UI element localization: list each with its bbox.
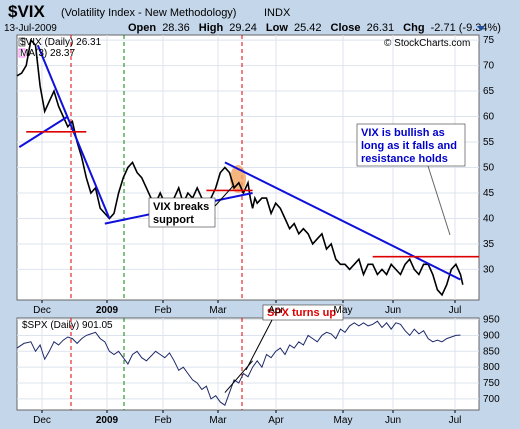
y-main-tick-label: 30 xyxy=(483,264,495,275)
x-lower-tick-label: Jun xyxy=(385,415,401,426)
annotation-vix-bullish: VIX is bullish as long as it falls and r… xyxy=(356,123,466,236)
exchange-label: INDX xyxy=(264,7,291,19)
y-lower-tick-label: 700 xyxy=(483,394,500,405)
legend-vix: $VIX (Daily) 26.31 xyxy=(20,37,102,48)
chart-subtitle: (Volatility Index - New Methodology) xyxy=(61,7,236,19)
y-main-tick-label: 35 xyxy=(483,239,495,250)
stats-line: Open 28.36 High 29.24 Low 25.42 Close 26… xyxy=(128,22,501,34)
main-series-layer xyxy=(16,38,479,297)
x-main-tick-label: 2009 xyxy=(96,305,119,316)
annotation-pointer xyxy=(245,319,273,371)
y-main-tick-label: 65 xyxy=(483,86,495,97)
date-label: 13-Jul-2009 xyxy=(4,23,57,34)
y-main-tick-label: 60 xyxy=(483,112,495,123)
legend-vix-swatch xyxy=(18,37,26,47)
annotation-box xyxy=(148,197,216,228)
watermark: © StockCharts.com xyxy=(384,38,470,49)
y-lower-tick-label: 800 xyxy=(483,362,500,373)
x-lower-tick-label: Apr xyxy=(268,415,284,426)
lower-panel xyxy=(16,317,480,411)
annotation-line: VIX breaks xyxy=(153,201,209,213)
legend-ma-swatch xyxy=(18,48,26,58)
trendline-4 xyxy=(224,161,461,281)
close-value: 26.31 xyxy=(367,22,395,34)
y-main-tick-label: 40 xyxy=(483,213,495,224)
y-lower-tick-label: 900 xyxy=(483,330,500,341)
open-value: 28.36 xyxy=(162,22,190,34)
y-main-tick-label: 45 xyxy=(483,188,495,199)
close-label: Close xyxy=(331,22,361,34)
legend-ma: MA(3) 28.37 xyxy=(20,48,75,59)
spx-price-line xyxy=(16,320,461,406)
y-lower-tick-label: 750 xyxy=(483,378,500,389)
x-lower-tick-label: May xyxy=(334,415,353,426)
annotation-line: support xyxy=(153,214,194,226)
annotation-box xyxy=(356,123,466,167)
annotation-box xyxy=(262,304,344,321)
y-axis-lower: 700 750 800 850 900 950 xyxy=(483,315,500,405)
y-main-tick-label: 75 xyxy=(483,35,495,46)
x-axis-lower: Dec 2009 Feb Mar Apr May Jun Jul xyxy=(33,410,461,426)
vix-price-line xyxy=(16,38,464,297)
annotation-line: long as it falls and xyxy=(361,140,457,152)
low-value: 25.42 xyxy=(294,22,322,34)
annotation-vix-breaks: VIX breaks support xyxy=(148,184,235,228)
x-main-tick-label: Mar xyxy=(209,305,227,316)
x-lower-tick-label: Dec xyxy=(33,415,51,426)
x-lower-tick-label: Jul xyxy=(449,415,462,426)
x-main-tick-label: Dec xyxy=(33,305,51,316)
high-value: 29.24 xyxy=(229,22,257,34)
x-main-tick-label: Feb xyxy=(154,305,172,316)
high-label: High xyxy=(199,22,224,34)
x-main-tick-label: May xyxy=(334,305,353,316)
chg-down-icon xyxy=(477,26,485,31)
x-main-tick-label: Jun xyxy=(385,305,401,316)
y-main-tick-label: 70 xyxy=(483,61,495,72)
low-label: Low xyxy=(266,22,288,34)
annotation-pointer xyxy=(214,184,235,207)
y-main-tick-label: 50 xyxy=(483,163,495,174)
chg-label: Chg xyxy=(403,22,424,34)
y-lower-tick-label: 950 xyxy=(483,315,500,326)
annotation-line: VIX is bullish as xyxy=(361,127,445,139)
legend-spx: $SPX (Daily) 901.05 xyxy=(22,320,113,331)
x-lower-tick-label: Feb xyxy=(154,415,172,426)
open-label: Open xyxy=(128,22,156,34)
annotation-line: resistance holds xyxy=(361,153,448,165)
chart-title: $VIX xyxy=(8,2,46,21)
y-main-tick-label: 55 xyxy=(483,137,495,148)
annotation-pointer xyxy=(427,165,451,236)
annotation-spx-turns: SPX turns up xyxy=(245,304,344,371)
chg-value: -2.71 (-9.34%) xyxy=(431,22,501,34)
annotation-line: SPX turns up xyxy=(267,307,336,319)
y-axis-main: 30 35 40 45 50 55 60 65 70 75 xyxy=(483,35,495,275)
y-lower-tick-label: 850 xyxy=(483,346,500,357)
x-axis-main: Dec 2009 Feb Mar Apr May Jun Jul xyxy=(33,300,461,316)
x-lower-tick-label: 2009 xyxy=(96,415,119,426)
x-lower-tick-label: Mar xyxy=(209,415,227,426)
x-main-tick-label: Jul xyxy=(449,305,462,316)
x-main-tick-label: Apr xyxy=(268,305,284,316)
lower-grid xyxy=(17,318,479,410)
